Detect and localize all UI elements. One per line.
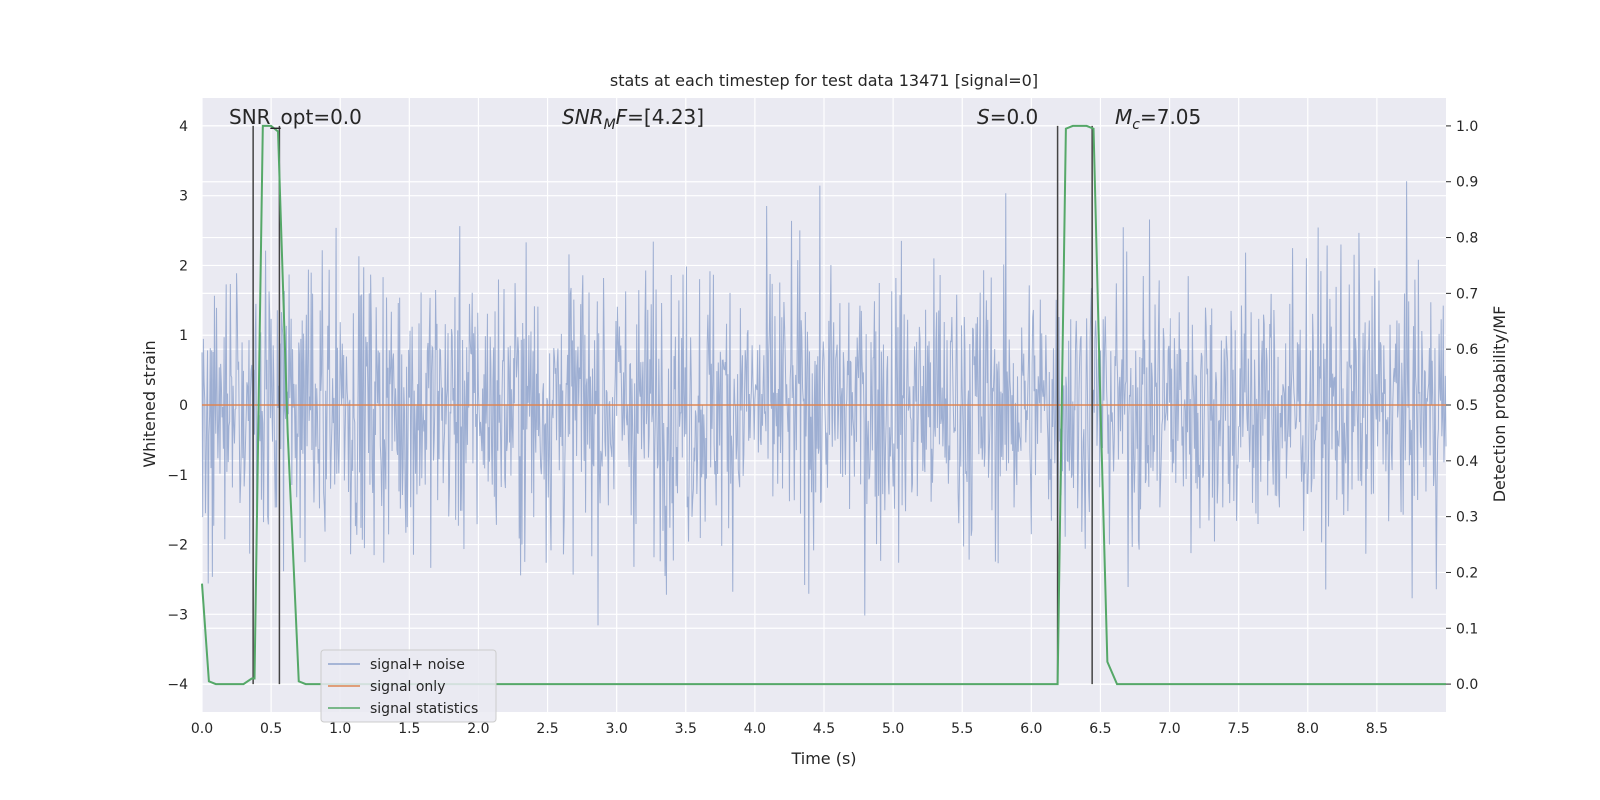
- series-signal-noise: [201, 181, 1447, 626]
- x-tick-label: 2.0: [467, 721, 489, 737]
- y-tick-label-right: 0.8: [1456, 231, 1478, 247]
- x-tick-label: 8.0: [1297, 721, 1319, 737]
- legend-label-signal-statistics: signal statistics: [370, 701, 478, 717]
- y-tick-label-right: 0.1: [1456, 621, 1478, 637]
- y-tick-label-left: −3: [167, 607, 188, 623]
- y-tick-label-right: 0.5: [1456, 398, 1478, 414]
- vertical-markers: [252, 125, 1093, 685]
- x-tick-label: 0.0: [191, 721, 213, 737]
- x-tick-label: 0.5: [260, 721, 282, 737]
- x-tick-label: 5.0: [882, 721, 904, 737]
- y-tick-label-left: 1: [179, 328, 188, 344]
- y-tick-label-left: 4: [179, 119, 188, 135]
- annotation-mc-main: M: [1115, 105, 1132, 129]
- x-tick-label: 8.5: [1366, 721, 1388, 737]
- y-axis-label-right: Detection probability/MF: [1490, 306, 1509, 503]
- chart-title: stats at each timestep for test data 134…: [610, 71, 1038, 90]
- annotation-snr-mf-tail-f: F: [616, 105, 628, 129]
- legend: signal+ noise signal only signal statist…: [320, 649, 497, 723]
- x-tick-label: 6.0: [1020, 721, 1042, 737]
- annotation-mc-sub: c: [1132, 117, 1140, 133]
- y-axis-label-left: Whitened strain: [140, 340, 159, 467]
- y-tick-label-left: 2: [179, 258, 188, 274]
- annotation-s-main: S: [977, 105, 990, 129]
- y-tick-label-right: 0.9: [1456, 175, 1478, 191]
- annotation-snr-opt: SNR_opt=0.0: [229, 105, 362, 129]
- noise-trace: [201, 181, 1447, 626]
- annotation-mc: Mc=7.05: [1115, 105, 1201, 133]
- x-tick-label: 1.5: [398, 721, 420, 737]
- x-tick-label: 6.5: [1089, 721, 1111, 737]
- y-tick-label-left: −4: [167, 677, 188, 693]
- y-tick-label-left: 3: [179, 189, 188, 205]
- annotation-s: S=0.0: [977, 105, 1038, 129]
- x-tick-label: 7.5: [1228, 721, 1250, 737]
- x-tick-label: 5.5: [951, 721, 973, 737]
- annotation-snr-mf-tail: =[4.23]: [627, 105, 704, 129]
- annotation-s-tail: =0.0: [990, 105, 1039, 129]
- annotation-snr-mf-main: SNR: [562, 105, 604, 129]
- x-tick-label: 4.5: [813, 721, 835, 737]
- y-tick-label-right: 0.0: [1456, 677, 1478, 693]
- y-tick-label-left: 0: [179, 398, 188, 414]
- x-tick-label: 3.5: [675, 721, 697, 737]
- signal-statistics-line: [201, 124, 1446, 686]
- x-tick-label: 3.0: [606, 721, 628, 737]
- legend-box: [320, 649, 497, 723]
- y-tick-label-right: 0.2: [1456, 565, 1478, 581]
- axes: 0.0 0.5 1.0 1.5 2.0 2.5 3.0 3.5 4.0 4.5 5.0 5.5 6.0 6…: [167, 119, 1478, 737]
- x-axis-label: Time (s): [790, 749, 856, 768]
- y-tick-label-right: 1.0: [1456, 119, 1478, 135]
- y-tick-label-left: −2: [167, 538, 188, 554]
- y-tick-label-left: −1: [167, 468, 188, 484]
- y-tick-label-right: 0.3: [1456, 510, 1478, 526]
- annotation-snr-mf: SNRMF=[4.23]: [562, 105, 704, 133]
- x-tick-label: 7.0: [1158, 721, 1180, 737]
- y-tick-label-right: 0.6: [1456, 342, 1478, 358]
- x-tick-label: 4.0: [744, 721, 766, 737]
- series-signal-statistics: [201, 124, 1446, 686]
- y-tick-label-right: 0.7: [1456, 286, 1478, 302]
- legend-label-signal-only: signal only: [370, 679, 445, 695]
- annotation-mc-tail: =7.05: [1140, 105, 1201, 129]
- x-tick-label: 1.0: [329, 721, 351, 737]
- annotation-snr-mf-sub: M: [604, 117, 616, 133]
- legend-label-signal-noise: signal+ noise: [370, 657, 465, 673]
- x-tick-label: 2.5: [536, 721, 558, 737]
- y-tick-label-right: 0.4: [1456, 454, 1478, 470]
